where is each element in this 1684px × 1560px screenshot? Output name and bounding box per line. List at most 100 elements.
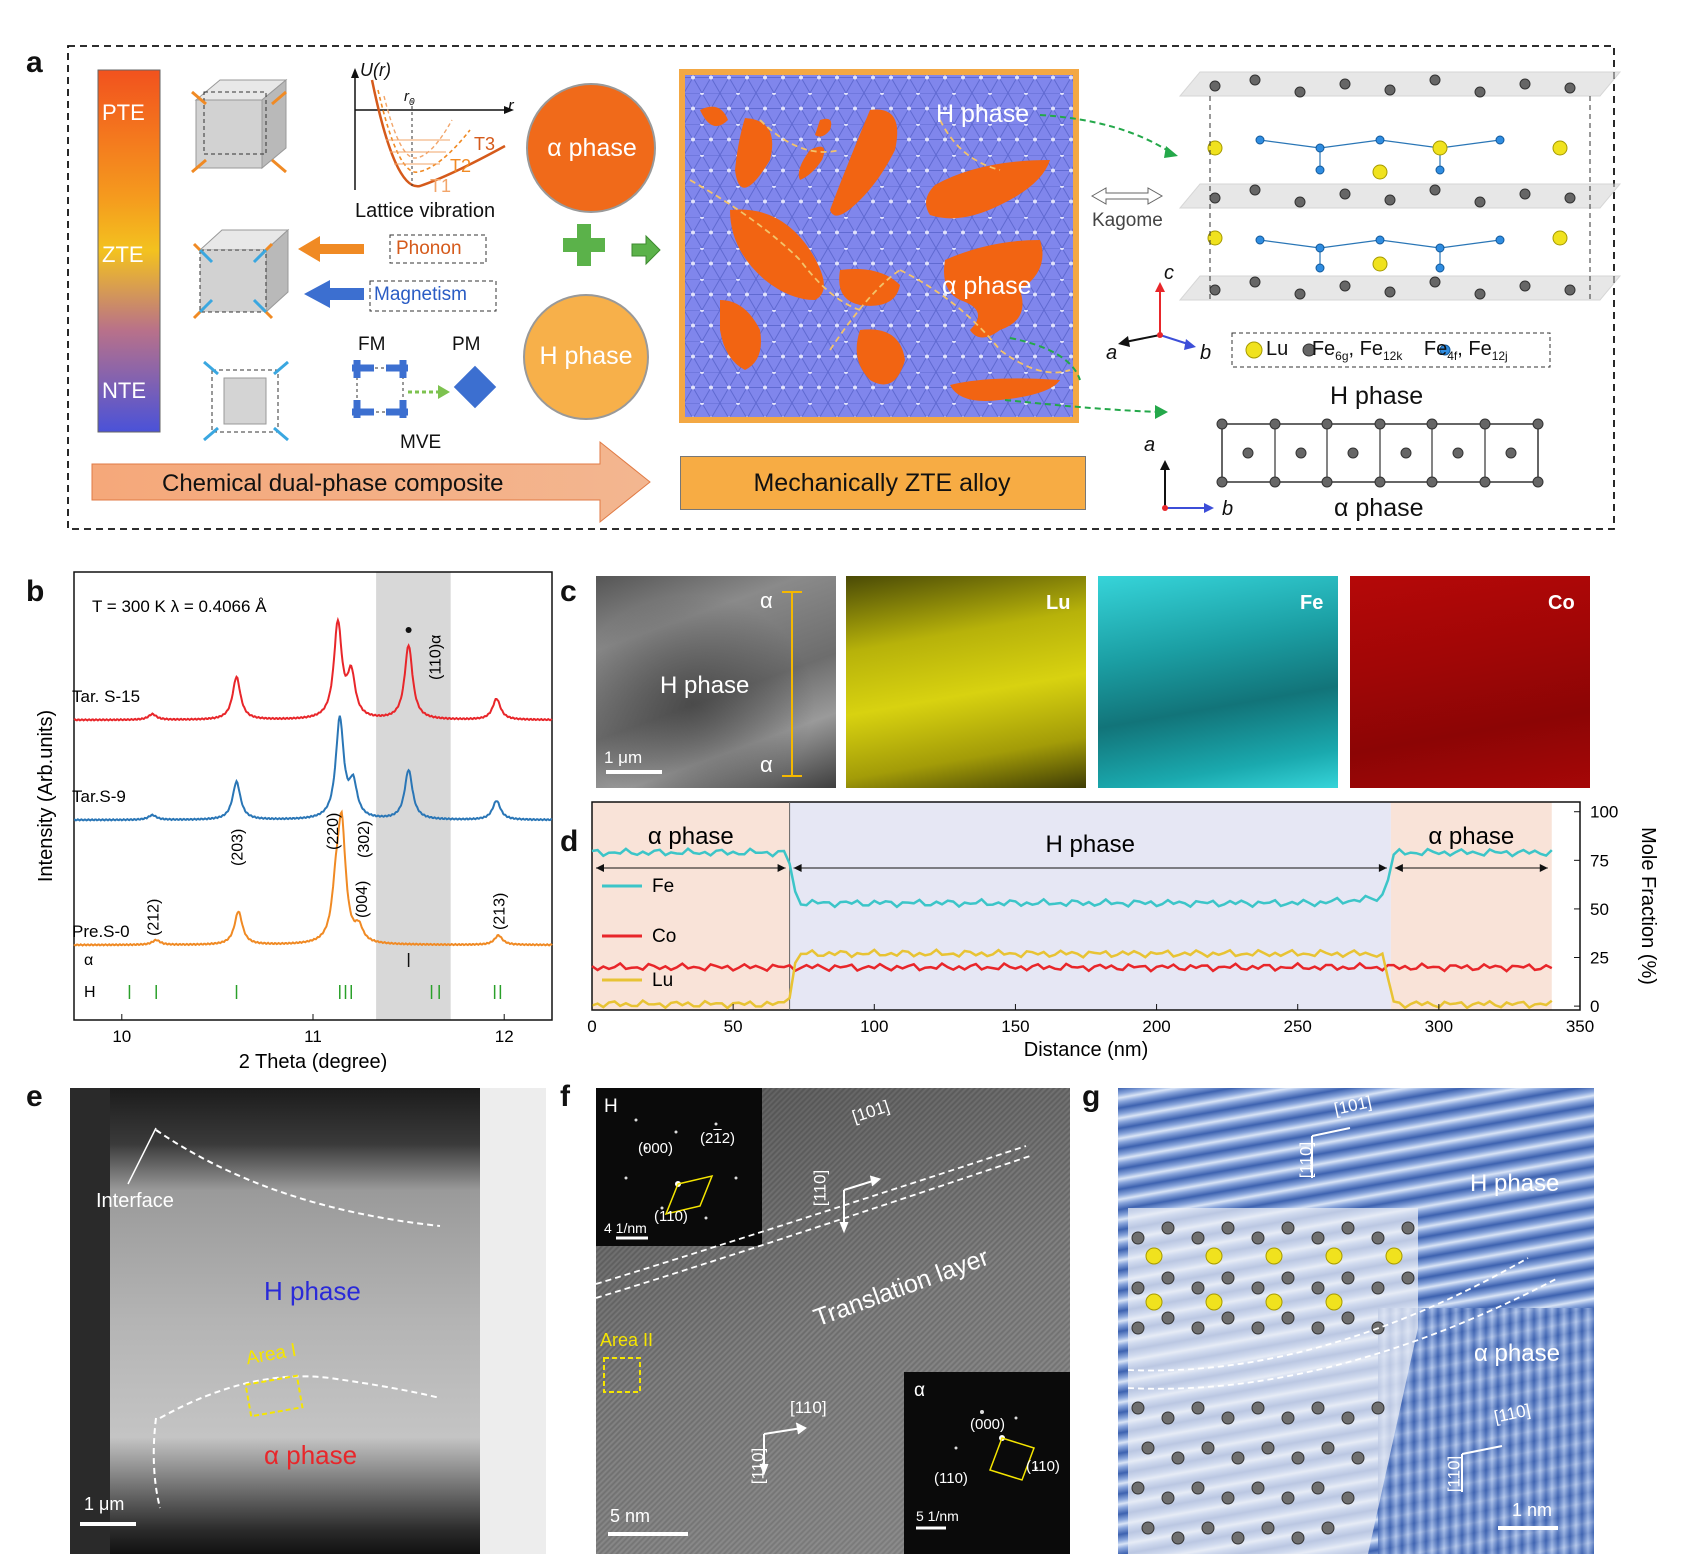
region-label: α phase <box>1428 823 1514 850</box>
g-dir-110: [110] <box>1296 1141 1316 1179</box>
peak-label: (213) <box>491 893 508 930</box>
legend-label: Co <box>652 926 676 947</box>
x-tick-label: 300 <box>1425 1017 1453 1036</box>
region-arrowhead <box>1394 864 1403 872</box>
axis-a-label: a <box>1106 342 1118 364</box>
f-alpha-spot-m110: (110) <box>934 1470 968 1487</box>
c-alpha-bottom: α <box>760 752 773 777</box>
f-inset-scale: 4 1/nm <box>604 1220 647 1236</box>
pte-label: PTE <box>102 100 145 125</box>
e-alpha-phase-label: α phase <box>264 1440 358 1470</box>
axis-b-label: b <box>1200 342 1212 364</box>
potential-u-label: U(r) <box>360 60 391 80</box>
legend-label: Lu <box>652 970 673 991</box>
lu-map <box>846 576 1086 788</box>
tem-e-overlay <box>80 1127 441 1526</box>
plot-frame <box>591 801 1581 1011</box>
peak-label: (302) <box>356 821 373 858</box>
xrd-annotation: T = 300 K λ = 0.4066 Å <box>92 597 267 616</box>
peak-label: (203) <box>230 829 247 866</box>
h-phase-circle-label: H phase <box>539 342 633 370</box>
structure-overlay-g <box>1127 1127 1559 1554</box>
cube-expansion-icon <box>191 78 288 174</box>
f-spot-000: (000) <box>638 1140 674 1157</box>
axis-b-bottom-label: b <box>1222 498 1234 520</box>
x-tick-label: 50 <box>724 1017 743 1036</box>
fe-map <box>1098 576 1338 788</box>
f-alpha-spot-110: (110) <box>1026 1458 1060 1475</box>
xrd-series-line <box>73 616 553 722</box>
atom-legend: Lu Fe6g, Fe12k Fe4f, Fe12j <box>1266 338 1508 363</box>
g-dir-m110: [110] <box>1444 1455 1464 1493</box>
map-alpha-phase-label: α phase <box>942 272 1032 300</box>
hrtem-f-overlay <box>596 1118 1038 1536</box>
alpha-phase-structure <box>1216 418 1544 488</box>
legend-label: Fe <box>652 876 674 897</box>
tem-image-e <box>70 1088 546 1554</box>
f-dir-110-bottom: [110] <box>790 1398 827 1417</box>
lu-map-label: Lu <box>1046 592 1071 614</box>
x-tick-label: 150 <box>1001 1017 1029 1036</box>
phonon-label: Phonon <box>396 238 462 259</box>
t3-label: T3 <box>474 134 496 154</box>
x-tick-label: 350 <box>1566 1017 1594 1036</box>
c-scale-bar-label: 1 μm <box>604 748 643 767</box>
x-tick-label: 12 <box>495 1027 514 1046</box>
xrd-series-label: Pre.S-0 <box>72 922 130 941</box>
region-band <box>1390 802 1552 1010</box>
potential-well-plot <box>351 68 514 190</box>
panel-label-e: e <box>26 1080 43 1113</box>
alpha-phase-structure-title: α phase <box>1334 494 1424 522</box>
y-axis-label: Intensity (Arb.units) <box>35 710 57 882</box>
panel-label-d: d <box>560 825 579 858</box>
region-arrowhead <box>1378 864 1387 872</box>
y-axis-label: Mole Fraction (%) <box>1637 827 1659 985</box>
c-h-phase-label: H phase <box>660 672 750 699</box>
potential-r0-label: r0 <box>404 88 415 108</box>
panel-label-g: g <box>1082 1080 1101 1113</box>
diffraction-inset-alpha <box>904 1372 1070 1554</box>
x-tick-label: 10 <box>112 1027 131 1046</box>
h-tick-row-label: H <box>84 984 96 1001</box>
f-spot-110: (110) <box>654 1208 688 1225</box>
lattice-vibration-caption: Lattice vibration <box>355 200 496 222</box>
fm-pm-spin-diagram <box>352 360 497 418</box>
profile-series-line <box>591 948 1553 1010</box>
alloy-box <box>680 456 1086 510</box>
map-h-phase-label: H phase <box>936 100 1030 128</box>
region-band <box>789 802 1391 1010</box>
peak-label: (110)α <box>428 635 445 680</box>
region-arrowhead <box>777 864 786 872</box>
alpha-tick-row-label: α <box>84 952 93 969</box>
co-map <box>1350 576 1590 788</box>
f-alpha-spot-000: (000) <box>970 1416 1006 1433</box>
f-dir-m110: [110] <box>748 1447 768 1485</box>
g-h-phase-label: H phase <box>1470 1170 1560 1197</box>
g-scale-bar-label: 1 nm <box>1512 1500 1553 1520</box>
peak-label: (220) <box>325 813 342 850</box>
region-label: α phase <box>648 823 734 850</box>
alloy-label: Mechanically ZTE alloy <box>753 469 1011 497</box>
xrd-chart: Tar. S-15 Tar.S-9 Pre.S-0 αH 10 11 12 2 Theta (… <box>35 571 553 1073</box>
mve-label: MVE <box>400 432 442 453</box>
t2-label: T2 <box>450 156 472 176</box>
panel-label-b: b <box>26 575 45 608</box>
haadf-image <box>596 576 836 788</box>
crystal-axes-bottom <box>1160 460 1214 513</box>
y-tick-label: 75 <box>1590 851 1609 870</box>
y-tick-label: 25 <box>1590 949 1609 968</box>
x-tick-label: 200 <box>1142 1017 1170 1036</box>
panel-a-schematic <box>67 45 1622 530</box>
crystal-axes-top <box>1118 282 1196 350</box>
potential-r-label: r <box>508 96 514 115</box>
xrd-series-line <box>73 809 553 947</box>
alpha-phase-circle-label: α phase <box>547 134 637 162</box>
panel-label-c: c <box>560 575 577 608</box>
region-arrowhead <box>596 864 604 872</box>
x-axis-label: Distance (nm) <box>1024 1039 1148 1061</box>
x-tick-label: 250 <box>1284 1017 1312 1036</box>
x-axis-label: 2 Theta (degree) <box>239 1051 388 1073</box>
region-label: H phase <box>1046 831 1135 858</box>
pm-label: PM <box>452 334 481 355</box>
y-tick-label: 0 <box>1590 997 1599 1016</box>
